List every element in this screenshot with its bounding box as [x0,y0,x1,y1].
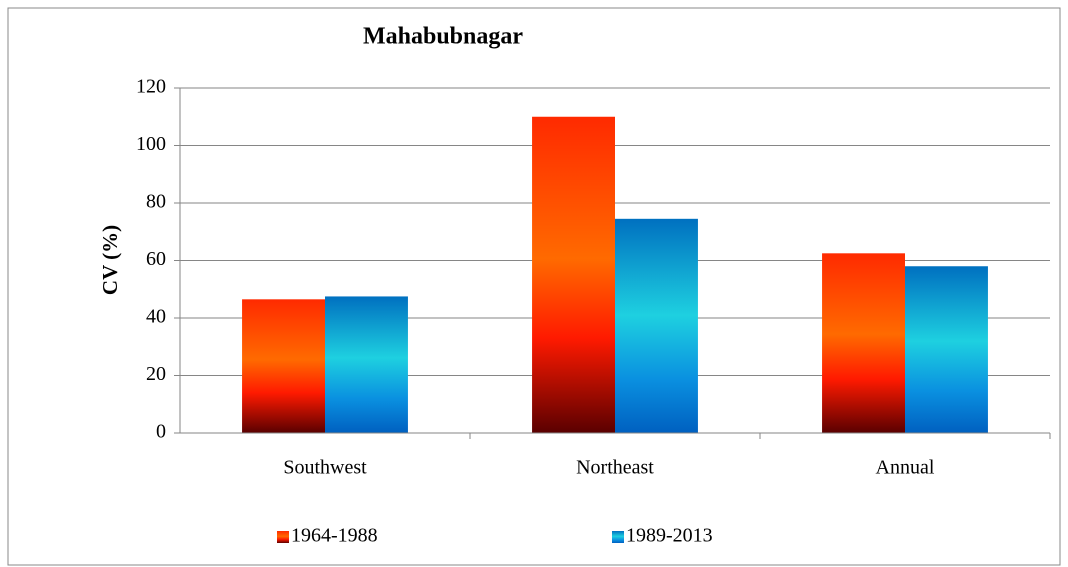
y-tick-label: 60 [146,248,166,270]
bar [532,116,615,433]
y-axis-label: CV (%) [98,225,122,295]
y-tick-label: 100 [136,133,166,155]
legend-marker [612,531,624,543]
x-tick-label: Annual [876,457,935,479]
bar [615,218,698,433]
bar [905,266,988,433]
bar [242,299,325,433]
legend-marker [277,531,289,543]
y-tick-label: 0 [156,421,166,443]
bar [325,296,408,433]
legend-label: 1989-2013 [626,525,713,547]
legend-label: 1964-1988 [291,525,378,547]
y-tick-label: 40 [146,306,166,328]
y-tick-label: 120 [136,76,166,98]
x-tick-label: Southwest [283,457,367,479]
x-tick-label: Northeast [576,457,654,479]
bar [822,253,905,433]
y-tick-label: 20 [146,363,166,385]
chart-title: Mahabubnagar [363,24,523,50]
y-tick-label: 80 [146,191,166,213]
